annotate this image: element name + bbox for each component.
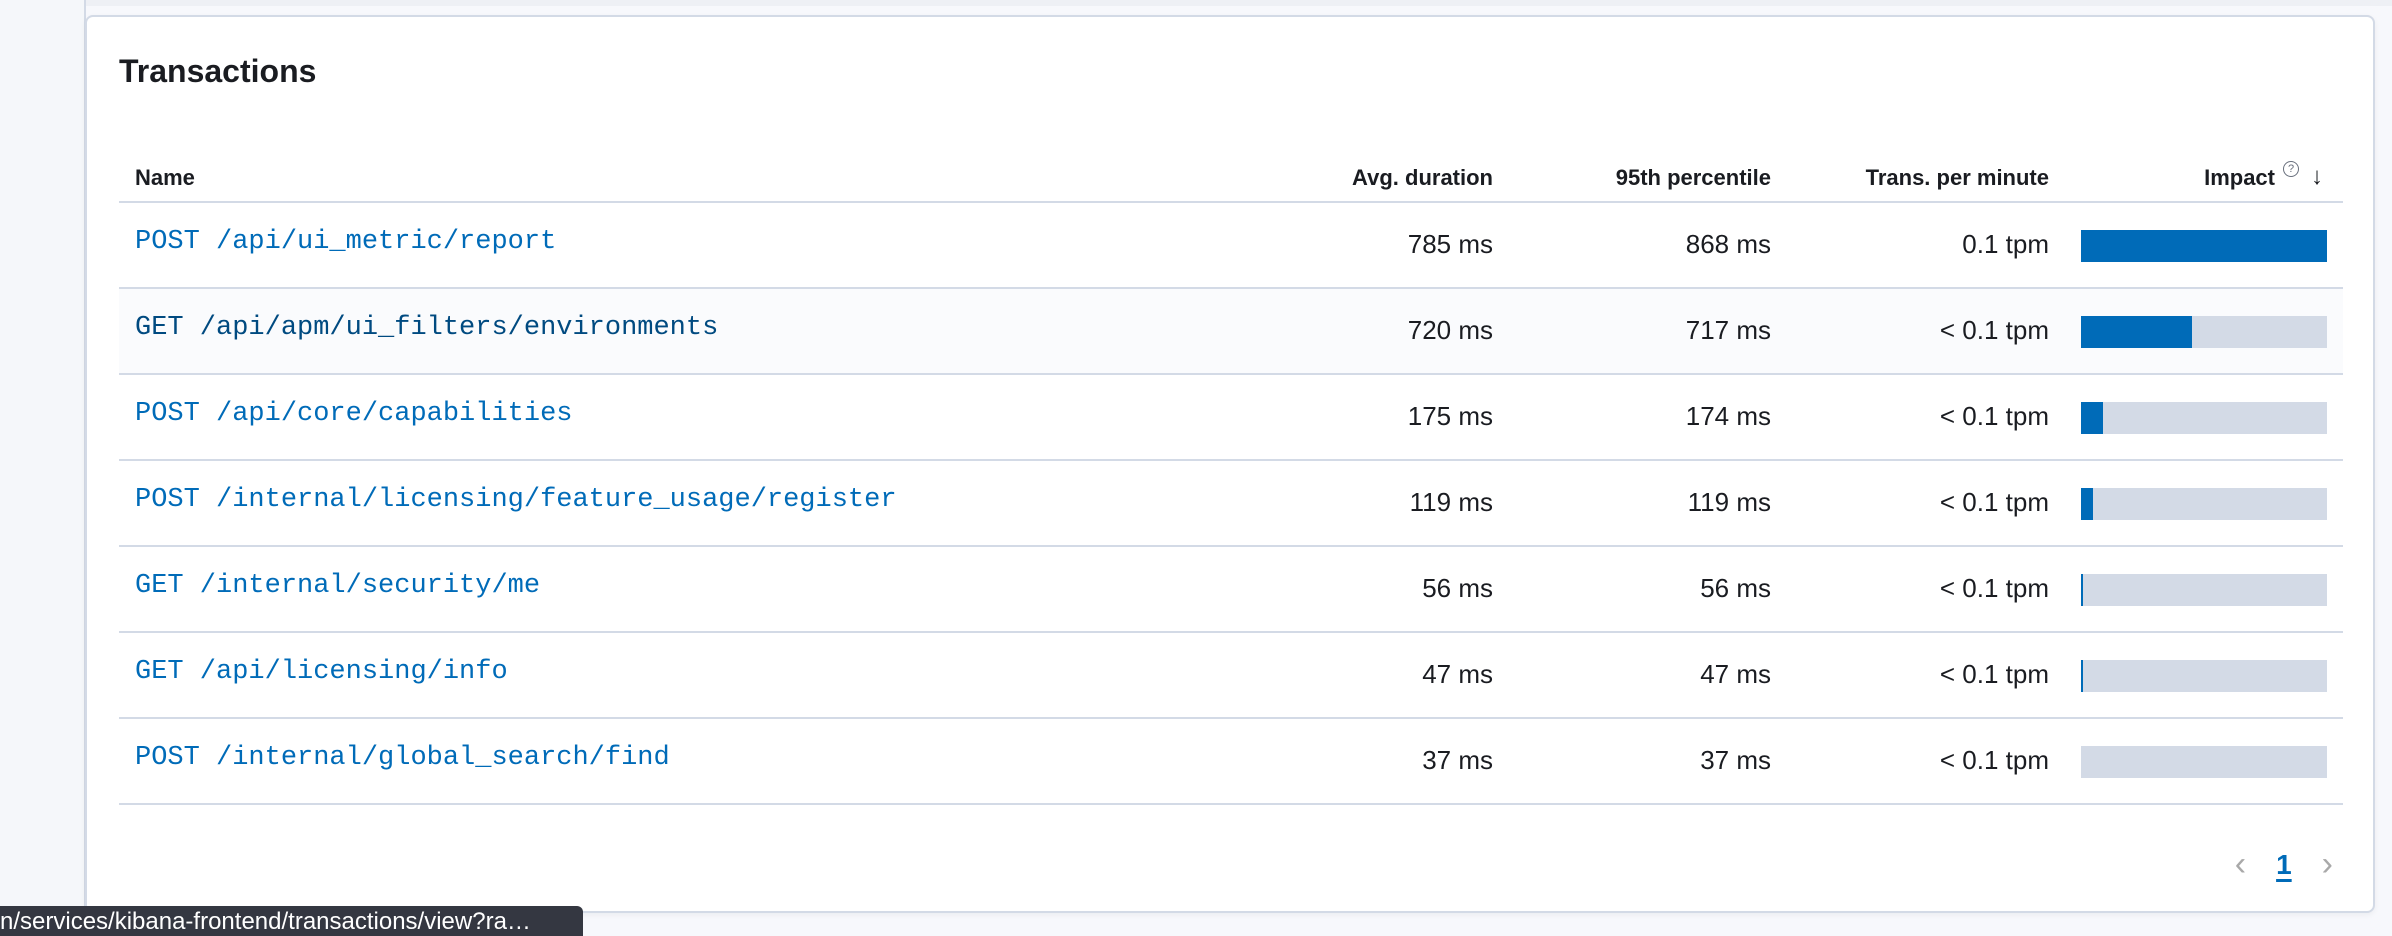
transaction-link[interactable]: POST /internal/licensing/feature_usage/r… (135, 485, 897, 515)
avg-duration-cell: 785 ms (1407, 229, 1493, 259)
impact-bar (2081, 660, 2327, 692)
impact-bar (2081, 230, 2327, 262)
avg-duration-cell: 47 ms (1422, 659, 1493, 689)
table-row: POST /internal/global_search/find 37 ms 37… (119, 719, 2343, 805)
column-header-impact[interactable]: Impact ? ↓ (2204, 161, 2323, 191)
sort-descending-icon[interactable]: ↓ (2311, 163, 2323, 190)
avg-duration-cell: 37 ms (1422, 745, 1493, 775)
impact-bar-fill (2081, 402, 2104, 434)
avg-duration-cell: 720 ms (1407, 315, 1493, 345)
impact-bar (2081, 574, 2327, 606)
table-row: POST /internal/licensing/feature_usage/r… (119, 461, 2343, 547)
transactions-table: Name Avg. duration 95th percentile Trans… (119, 147, 2343, 805)
impact-bar-fill (2081, 488, 2094, 520)
impact-bar (2081, 488, 2327, 520)
link-status-tooltip: n/services/kibana-frontend/transactions/… (0, 906, 583, 936)
avg-duration-cell: 56 ms (1422, 573, 1493, 603)
column-header-95th-percentile[interactable]: 95th percentile (1615, 165, 1771, 190)
transaction-link[interactable]: POST /internal/global_search/find (135, 743, 670, 773)
tpm-cell: < 0.1 tpm (1939, 487, 2049, 517)
impact-label: Impact (2204, 165, 2275, 190)
tpm-cell: < 0.1 tpm (1939, 659, 2049, 689)
p95-cell: 119 ms (1687, 487, 1771, 517)
transactions-panel: Transactions Name Avg. duration 95th per… (85, 15, 2375, 913)
p95-cell: 174 ms (1685, 401, 1771, 431)
next-page-icon[interactable]: › (2321, 845, 2333, 883)
impact-bar (2081, 316, 2327, 348)
sidebar-edge (0, 0, 86, 936)
column-header-tpm[interactable]: Trans. per minute (1865, 165, 2049, 190)
table-row: POST /api/ui_metric/report 785 ms 868 ms 0.… (119, 203, 2343, 289)
table-row: POST /api/core/capabilities 175 ms 174 ms <… (119, 375, 2343, 461)
impact-bar (2081, 402, 2327, 434)
impact-bar-fill (2081, 574, 2084, 606)
transaction-link[interactable]: GET /api/licensing/info (135, 657, 508, 687)
transaction-link[interactable]: POST /api/ui_metric/report (135, 227, 557, 257)
tpm-cell: 0.1 tpm (1962, 229, 2049, 259)
top-divider (0, 0, 2392, 6)
column-header-avg-duration[interactable]: Avg. duration (1352, 165, 1493, 190)
page-button-1[interactable]: 1 (2276, 848, 2292, 880)
previous-page-icon[interactable]: ‹ (2234, 845, 2247, 883)
panel-title: Transactions (119, 53, 317, 89)
tpm-cell: < 0.1 tpm (1939, 315, 2049, 345)
transaction-link[interactable]: GET /api/apm/ui_filters/environments (135, 313, 719, 343)
avg-duration-cell: 175 ms (1407, 401, 1493, 431)
tpm-cell: < 0.1 tpm (1939, 745, 2049, 775)
impact-bar-fill (2081, 230, 2327, 262)
p95-cell: 717 ms (1685, 315, 1771, 345)
table-row: GET /api/licensing/info 47 ms 47 ms < 0.1 t… (119, 633, 2343, 719)
column-header-name[interactable]: Name (135, 165, 195, 190)
table-header: Name Avg. duration 95th percentile Trans… (119, 147, 2343, 203)
table-row: GET /api/apm/ui_filters/environments 720 … (119, 289, 2343, 375)
p95-cell: 37 ms (1700, 745, 1771, 775)
pagination: ‹ 1 › (2235, 845, 2333, 884)
tpm-cell: < 0.1 tpm (1939, 401, 2049, 431)
help-icon[interactable]: ? (2283, 161, 2299, 177)
tpm-cell: < 0.1 tpm (1939, 573, 2049, 603)
avg-duration-cell: 119 ms (1409, 487, 1493, 517)
p95-cell: 868 ms (1685, 229, 1771, 259)
transaction-link[interactable]: GET /internal/security/me (135, 571, 541, 601)
impact-bar (2081, 746, 2327, 778)
impact-bar-fill (2081, 316, 2192, 348)
transaction-link[interactable]: POST /api/core/capabilities (135, 399, 573, 429)
p95-cell: 47 ms (1700, 659, 1771, 689)
impact-bar-fill (2081, 660, 2084, 692)
p95-cell: 56 ms (1700, 573, 1771, 603)
table-row: GET /internal/security/me 56 ms 56 ms < 0.1… (119, 547, 2343, 633)
